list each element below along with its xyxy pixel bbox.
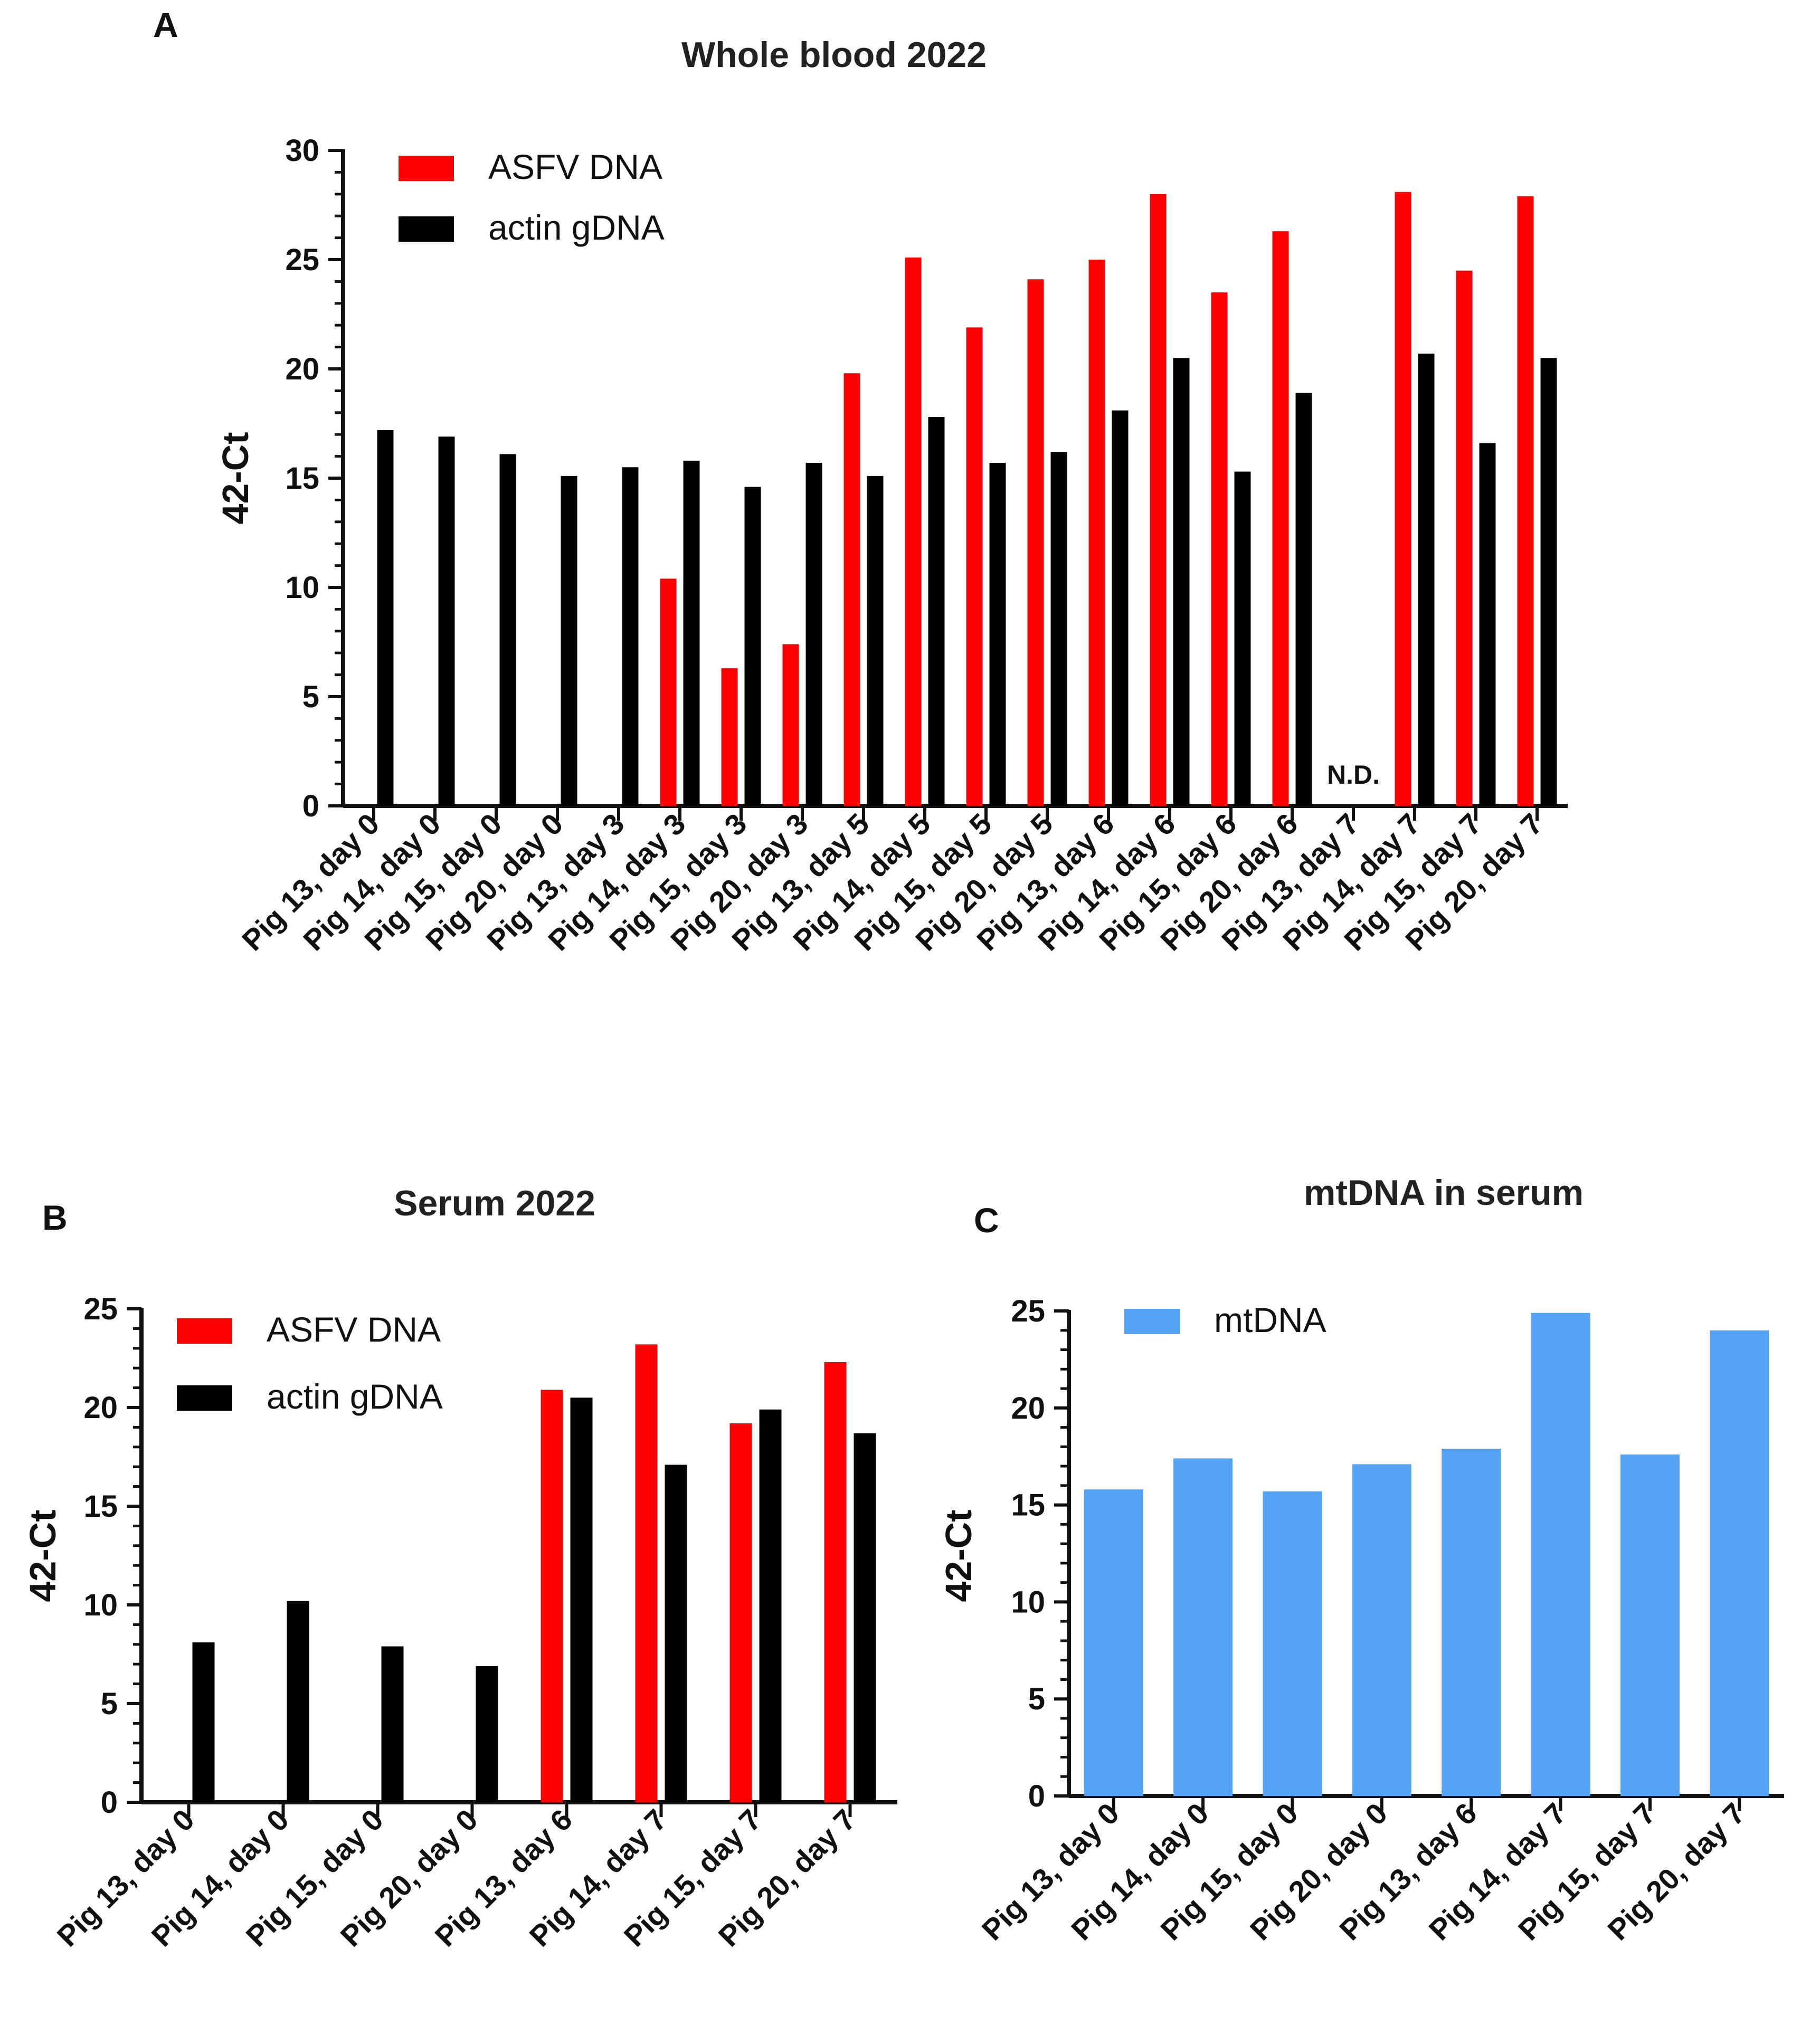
y-tick-label: 20 (1011, 1391, 1045, 1425)
bar-actin-gdna (665, 1465, 687, 1802)
legend-swatch (399, 156, 454, 181)
bar-asfv-dna (1027, 279, 1044, 806)
y-tick-label: 25 (1011, 1294, 1045, 1328)
y-axis-label: 42-Ct (22, 1509, 63, 1602)
bar-actin-gdna (1295, 393, 1312, 806)
bar-asfv-dna (966, 327, 983, 806)
y-tick-label: 25 (285, 243, 319, 277)
y-tick-label: 10 (83, 1588, 118, 1622)
bar-mtdna (1173, 1458, 1233, 1796)
bar-actin-gdna (1112, 410, 1129, 806)
bar-actin-gdna (1050, 452, 1067, 806)
bar-mtdna (1263, 1491, 1322, 1796)
legend-label: actin gDNA (267, 1377, 443, 1416)
legend-label: ASFV DNA (267, 1310, 441, 1349)
bar-asfv-dna (843, 373, 860, 806)
bar-asfv-dna (1395, 192, 1411, 806)
bar-mtdna (1084, 1489, 1143, 1796)
bar-asfv-dna (824, 1362, 847, 1802)
bar-asfv-dna (1211, 292, 1228, 806)
bar-actin-gdna (1234, 471, 1251, 806)
bar-mtdna (1442, 1448, 1501, 1796)
bar-actin-gdna (438, 436, 455, 806)
y-tick-label: 15 (1011, 1488, 1045, 1523)
bar-actin-gdna (622, 467, 639, 806)
legend-swatch (1124, 1309, 1180, 1334)
y-axis-label: 42-Ct (215, 432, 256, 524)
bar-asfv-dna (635, 1344, 658, 1802)
legend-swatch (177, 1385, 232, 1411)
bar-asfv-dna (1456, 270, 1473, 806)
bar-asfv-dna (721, 668, 738, 806)
bar-actin-gdna (854, 1433, 876, 1802)
y-tick-label: 10 (285, 571, 319, 605)
bar-actin-gdna (1173, 358, 1190, 806)
bar-actin-gdna (759, 1409, 782, 1802)
bar-actin-gdna (499, 454, 516, 806)
y-tick-label: 0 (1028, 1779, 1045, 1813)
panel-label: A (153, 5, 178, 44)
bar-asfv-dna (1517, 196, 1534, 806)
bar-actin-gdna (928, 417, 945, 806)
bar-actin-gdna (287, 1601, 309, 1802)
y-tick-label: 30 (285, 134, 319, 168)
legend-swatch (399, 216, 454, 242)
bar-actin-gdna (377, 430, 394, 806)
legend-swatch (177, 1318, 232, 1344)
bar-asfv-dna (1272, 231, 1289, 806)
bar-actin-gdna (1479, 443, 1496, 806)
bar-actin-gdna (1418, 354, 1435, 806)
bar-actin-gdna (192, 1642, 215, 1802)
legend-label: actin gDNA (488, 208, 665, 247)
chart-title: Serum 2022 (394, 1183, 595, 1223)
bar-asfv-dna (729, 1423, 752, 1802)
y-tick-label: 0 (302, 789, 319, 823)
bar-actin-gdna (683, 460, 700, 806)
chart-title: Whole blood 2022 (681, 35, 987, 75)
y-tick-label: 20 (285, 352, 319, 386)
y-tick-label: 5 (302, 680, 319, 714)
y-tick-label: 25 (83, 1292, 118, 1326)
bar-actin-gdna (570, 1397, 593, 1802)
y-tick-label: 5 (1028, 1682, 1045, 1716)
bar-actin-gdna (1540, 358, 1557, 806)
y-tick-label: 20 (83, 1391, 118, 1425)
bar-asfv-dna (541, 1390, 563, 1802)
bar-mtdna (1710, 1330, 1769, 1796)
bar-mtdna (1531, 1313, 1590, 1796)
bar-actin-gdna (805, 463, 822, 806)
bar-asfv-dna (1088, 260, 1105, 806)
bar-actin-gdna (381, 1646, 404, 1802)
bar-mtdna (1352, 1464, 1411, 1796)
bar-asfv-dna (782, 644, 799, 806)
bar-asfv-dna (660, 578, 677, 806)
bar-actin-gdna (744, 487, 761, 806)
y-tick-label: 15 (83, 1489, 118, 1524)
legend-label: mtDNA (1214, 1300, 1326, 1339)
bar-asfv-dna (905, 257, 922, 806)
chart-title: mtDNA in serum (1304, 1173, 1584, 1213)
legend-label: ASFV DNA (488, 147, 662, 186)
y-tick-label: 5 (101, 1687, 118, 1721)
bar-mtdna (1620, 1454, 1680, 1796)
bar-actin-gdna (561, 476, 577, 806)
y-axis-label: 42-Ct (938, 1509, 979, 1602)
y-tick-label: 0 (101, 1785, 118, 1820)
panel-label: B (42, 1198, 68, 1237)
bar-actin-gdna (989, 463, 1006, 806)
not-detected-annotation: N.D. (1327, 760, 1380, 790)
y-tick-label: 15 (285, 461, 319, 496)
bar-actin-gdna (476, 1666, 498, 1802)
bar-actin-gdna (867, 476, 884, 806)
y-tick-label: 10 (1011, 1585, 1045, 1619)
bar-asfv-dna (1150, 194, 1167, 806)
panel-label: C (974, 1201, 999, 1240)
